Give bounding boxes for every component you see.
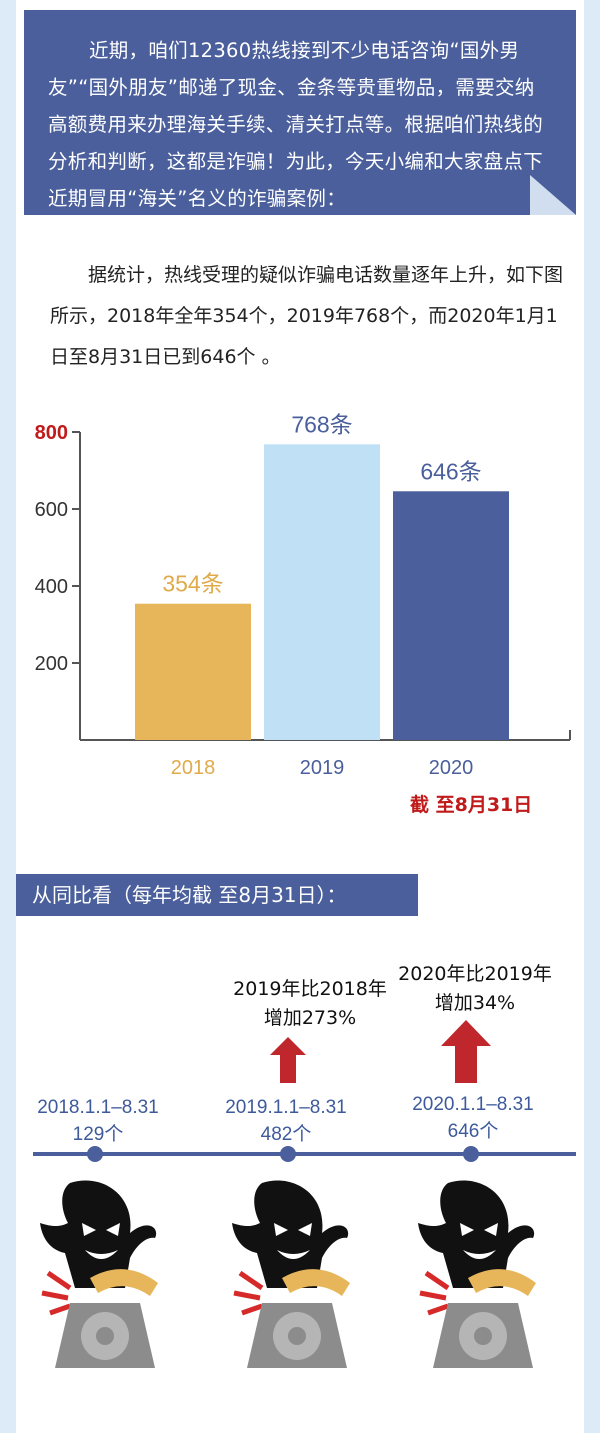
y-tick-label: 400 bbox=[35, 576, 68, 598]
y-tick-label: 800 bbox=[35, 422, 68, 444]
timeline-2020: 2020.1.1–8.31 646个 bbox=[393, 1091, 553, 1145]
bar-chart: 200 400 600 800 354条 2018 768条 2019 646条 2020 bbox=[35, 411, 571, 779]
timeline-2019: 2019.1.1–8.31 482个 bbox=[206, 1094, 366, 1148]
bar-2020 bbox=[393, 491, 509, 740]
timeline-dot bbox=[280, 1146, 296, 1162]
increase-2020-line2: 增加34% bbox=[434, 992, 516, 1014]
scam-phone-icon bbox=[40, 1180, 158, 1368]
up-arrow-icon bbox=[441, 1020, 491, 1083]
x-tick-label: 2019 bbox=[300, 757, 345, 779]
timeline-dot bbox=[87, 1146, 103, 1162]
x-tick-label: 2018 bbox=[171, 757, 216, 779]
date-note: 截 至8月31日 bbox=[410, 794, 533, 816]
up-arrow-icon bbox=[270, 1037, 306, 1083]
timeline-2018: 2018.1.1–8.31 129个 bbox=[18, 1094, 178, 1148]
timeline-2020-count: 646个 bbox=[447, 1121, 499, 1142]
timeline-2018-count: 129个 bbox=[72, 1124, 124, 1145]
increase-2019-line1: 2019年比2018年 bbox=[233, 978, 387, 1000]
increase-2019: 2019年比2018年 增加273% bbox=[210, 975, 410, 1033]
increase-2020-line1: 2020年比2019年 bbox=[398, 963, 552, 985]
y-tick-label: 600 bbox=[35, 499, 68, 521]
timeline-2019-period: 2019.1.1–8.31 bbox=[225, 1097, 347, 1118]
timeline-line bbox=[33, 1152, 576, 1156]
x-tick-label: 2020 bbox=[429, 757, 474, 779]
data-label-2019: 768条 bbox=[291, 411, 352, 437]
scam-phone-icon bbox=[418, 1180, 536, 1368]
intro-banner: 近期，咱们12360热线接到不少电话咨询“国外男友”“国外朋友”邮递了现金、金条… bbox=[24, 10, 576, 215]
section-title: 从同比看（每年均截 至8月31日）： bbox=[16, 874, 418, 916]
timeline-2020-period: 2020.1.1–8.31 bbox=[412, 1094, 534, 1115]
timeline-2018-period: 2018.1.1–8.31 bbox=[37, 1097, 159, 1118]
increase-2020: 2020年比2019年 增加34% bbox=[375, 960, 575, 1018]
banner-fold bbox=[530, 175, 576, 215]
data-label-2020: 646条 bbox=[420, 458, 481, 484]
stats-paragraph: 据统计，热线受理的疑似诈骗电话数量逐年上升，如下图所示，2018年全年354个，… bbox=[50, 264, 564, 368]
scam-phone-icon bbox=[232, 1180, 350, 1368]
timeline-2019-count: 482个 bbox=[260, 1124, 312, 1145]
increase-2019-line2: 增加273% bbox=[263, 1007, 357, 1029]
intro-text: 近期，咱们12360热线接到不少电话咨询“国外男友”“国外朋友”邮递了现金、金条… bbox=[48, 39, 544, 210]
timeline-dot bbox=[463, 1146, 479, 1162]
bar-2019 bbox=[264, 444, 380, 740]
data-label-2018: 354条 bbox=[162, 571, 223, 597]
bar-2018 bbox=[135, 603, 251, 740]
y-tick-label: 200 bbox=[35, 653, 68, 675]
